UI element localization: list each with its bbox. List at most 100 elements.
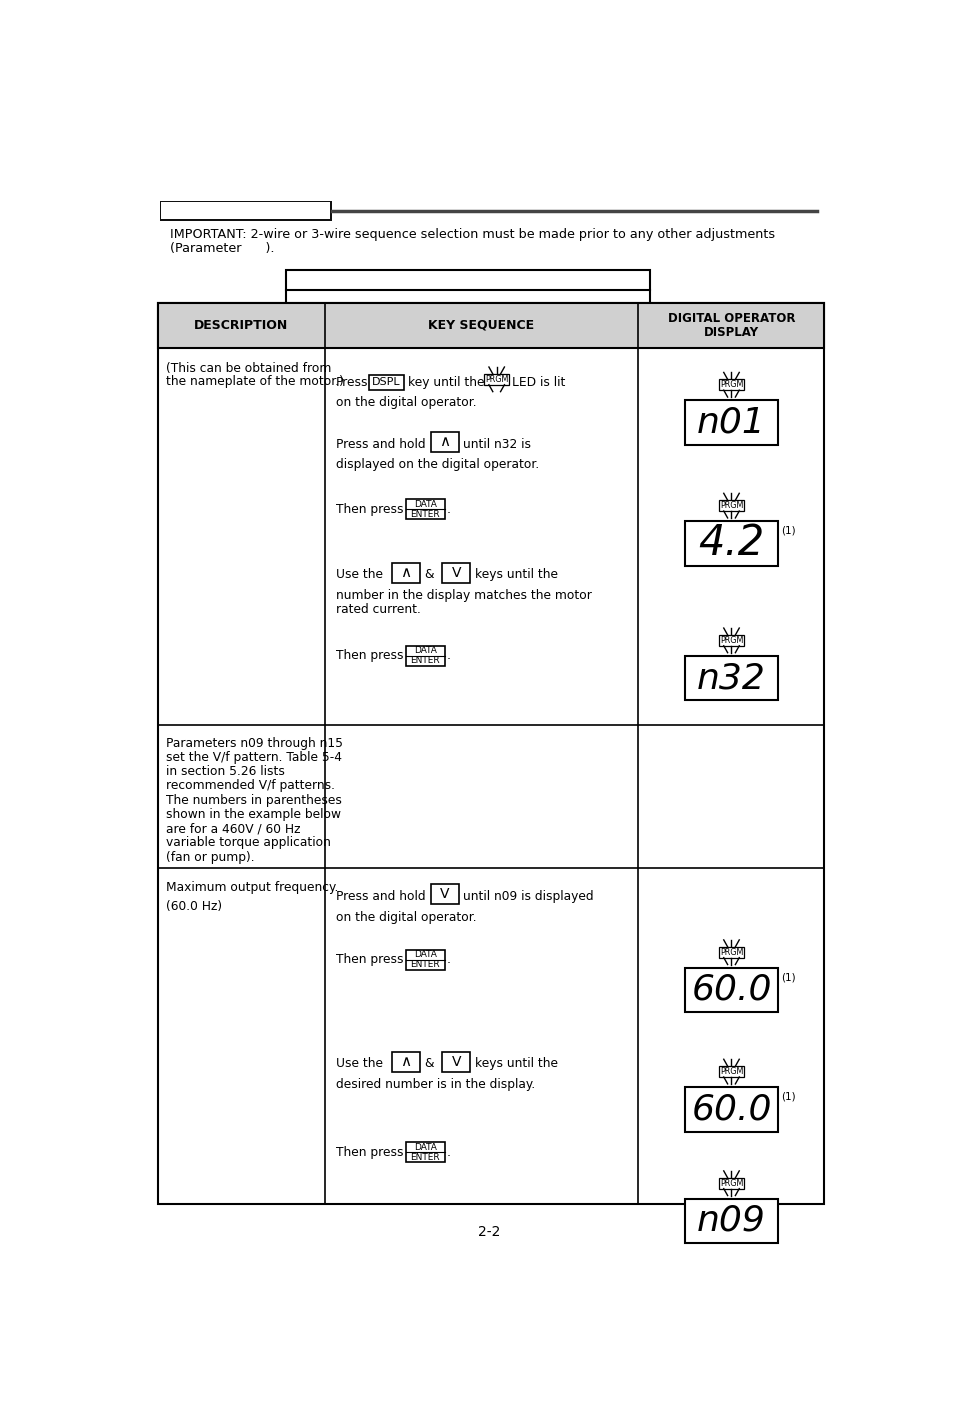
Text: Parameters n09 through n15: Parameters n09 through n15	[166, 737, 342, 749]
Text: 60.0: 60.0	[691, 1093, 771, 1127]
Text: DSPL: DSPL	[372, 377, 400, 387]
Text: DATA: DATA	[414, 1143, 436, 1152]
Bar	[286, 269, 649, 290]
Text: PRGM: PRGM	[720, 380, 742, 389]
Text: &: &	[424, 568, 434, 581]
Text: Then press: Then press	[335, 1146, 403, 1159]
Text: DATA: DATA	[414, 647, 436, 655]
Bar	[406, 499, 444, 519]
Text: KEY SEQUENCE: KEY SEQUENCE	[428, 318, 534, 333]
Text: The numbers in parentheses: The numbers in parentheses	[166, 794, 341, 807]
Text: ∧: ∧	[438, 434, 450, 449]
Bar	[719, 1179, 743, 1188]
Text: keys until the: keys until the	[475, 1058, 558, 1070]
Bar	[158, 303, 823, 1204]
Bar	[684, 655, 778, 700]
Text: 2-2: 2-2	[477, 1225, 499, 1239]
Bar	[392, 1052, 419, 1072]
Text: n32: n32	[697, 661, 765, 694]
Text: variable torque application: variable torque application	[166, 836, 331, 849]
Text: desired number is in the display.: desired number is in the display.	[335, 1078, 535, 1090]
Bar	[719, 947, 743, 958]
Text: &: &	[424, 1058, 434, 1070]
Text: Press and hold: Press and hold	[335, 438, 425, 450]
Text: are for a 460V / 60 Hz: are for a 460V / 60 Hz	[166, 822, 300, 835]
Text: ENTER: ENTER	[410, 657, 439, 665]
Text: Then press: Then press	[335, 502, 403, 516]
Text: DISPLAY: DISPLAY	[703, 325, 759, 340]
Text: .: .	[446, 502, 450, 516]
Text: IMPORTANT: 2-wire or 3-wire sequence selection must be made prior to any other a: IMPORTANT: 2-wire or 3-wire sequence sel…	[170, 227, 774, 241]
Text: shown in the example below: shown in the example below	[166, 808, 340, 821]
Text: .: .	[446, 650, 450, 662]
Text: rated current.: rated current.	[335, 603, 420, 616]
Text: PRGM: PRGM	[720, 1179, 742, 1188]
Bar	[161, 202, 330, 219]
Text: Then press: Then press	[335, 954, 403, 967]
Text: in section 5.26 lists: in section 5.26 lists	[166, 765, 284, 779]
Text: Then press: Then press	[335, 650, 403, 662]
Bar	[684, 968, 778, 1013]
Text: PRGM: PRGM	[720, 501, 742, 511]
Text: Maximum output frequency.: Maximum output frequency.	[166, 881, 337, 894]
Text: DATA: DATA	[414, 499, 436, 509]
Bar	[392, 563, 419, 582]
Text: DATA: DATA	[414, 950, 436, 960]
Text: PRGM: PRGM	[720, 1068, 742, 1076]
Bar	[431, 432, 458, 452]
Text: Press: Press	[335, 376, 369, 389]
Bar	[684, 521, 778, 565]
Text: (1): (1)	[781, 1092, 795, 1101]
Bar	[719, 1066, 743, 1078]
Bar	[159, 201, 332, 220]
Text: Press and hold: Press and hold	[335, 891, 425, 904]
Bar	[406, 645, 444, 666]
Text: displayed on the digital operator.: displayed on the digital operator.	[335, 457, 539, 471]
Text: n01: n01	[697, 405, 765, 439]
Text: recommended V/f patterns.: recommended V/f patterns.	[166, 779, 335, 793]
Text: Use the: Use the	[335, 1058, 383, 1070]
Text: PRGM: PRGM	[720, 636, 742, 645]
Bar	[442, 563, 470, 582]
Text: the nameplate of the motor.): the nameplate of the motor.)	[166, 375, 343, 387]
Text: (1): (1)	[781, 972, 795, 982]
Bar	[684, 1087, 778, 1132]
Text: V: V	[451, 1055, 460, 1069]
Text: .: .	[446, 1146, 450, 1159]
Bar	[158, 303, 823, 348]
Bar	[719, 379, 743, 390]
Text: on the digital operator.: on the digital operator.	[335, 396, 476, 410]
Text: ∧: ∧	[400, 565, 411, 579]
Text: ENTER: ENTER	[410, 1153, 439, 1162]
Text: PRGM: PRGM	[720, 947, 742, 957]
Text: ∧: ∧	[400, 1054, 411, 1069]
Text: ENTER: ENTER	[410, 509, 439, 519]
Text: ENTER: ENTER	[410, 961, 439, 969]
Text: DIGITAL OPERATOR: DIGITAL OPERATOR	[667, 311, 795, 325]
Text: key until the: key until the	[408, 376, 484, 389]
Text: V: V	[439, 888, 449, 902]
Bar	[684, 1198, 778, 1243]
Text: 60.0: 60.0	[691, 972, 771, 1007]
Text: until n09 is displayed: until n09 is displayed	[462, 891, 593, 904]
Text: until n32 is: until n32 is	[462, 438, 530, 450]
Bar	[684, 400, 778, 445]
Text: 4.2: 4.2	[698, 522, 763, 564]
Text: number in the display matches the motor: number in the display matches the motor	[335, 589, 592, 602]
Text: set the V/f pattern. Table 5-4: set the V/f pattern. Table 5-4	[166, 751, 341, 763]
Bar	[369, 375, 404, 390]
Text: n09: n09	[697, 1204, 765, 1237]
Text: DESCRIPTION: DESCRIPTION	[194, 318, 288, 333]
Text: (1): (1)	[781, 526, 795, 536]
Text: LED is lit: LED is lit	[512, 376, 565, 389]
Bar	[442, 1052, 470, 1072]
Bar	[431, 884, 458, 905]
Bar	[484, 375, 509, 384]
Text: .: .	[446, 954, 450, 967]
Text: Use the: Use the	[335, 568, 383, 581]
Text: V: V	[451, 565, 460, 579]
Text: on the digital operator.: on the digital operator.	[335, 911, 476, 923]
Text: PRGM: PRGM	[484, 375, 508, 384]
Text: (60.0 Hz): (60.0 Hz)	[166, 899, 222, 913]
Text: (fan or pump).: (fan or pump).	[166, 850, 254, 864]
